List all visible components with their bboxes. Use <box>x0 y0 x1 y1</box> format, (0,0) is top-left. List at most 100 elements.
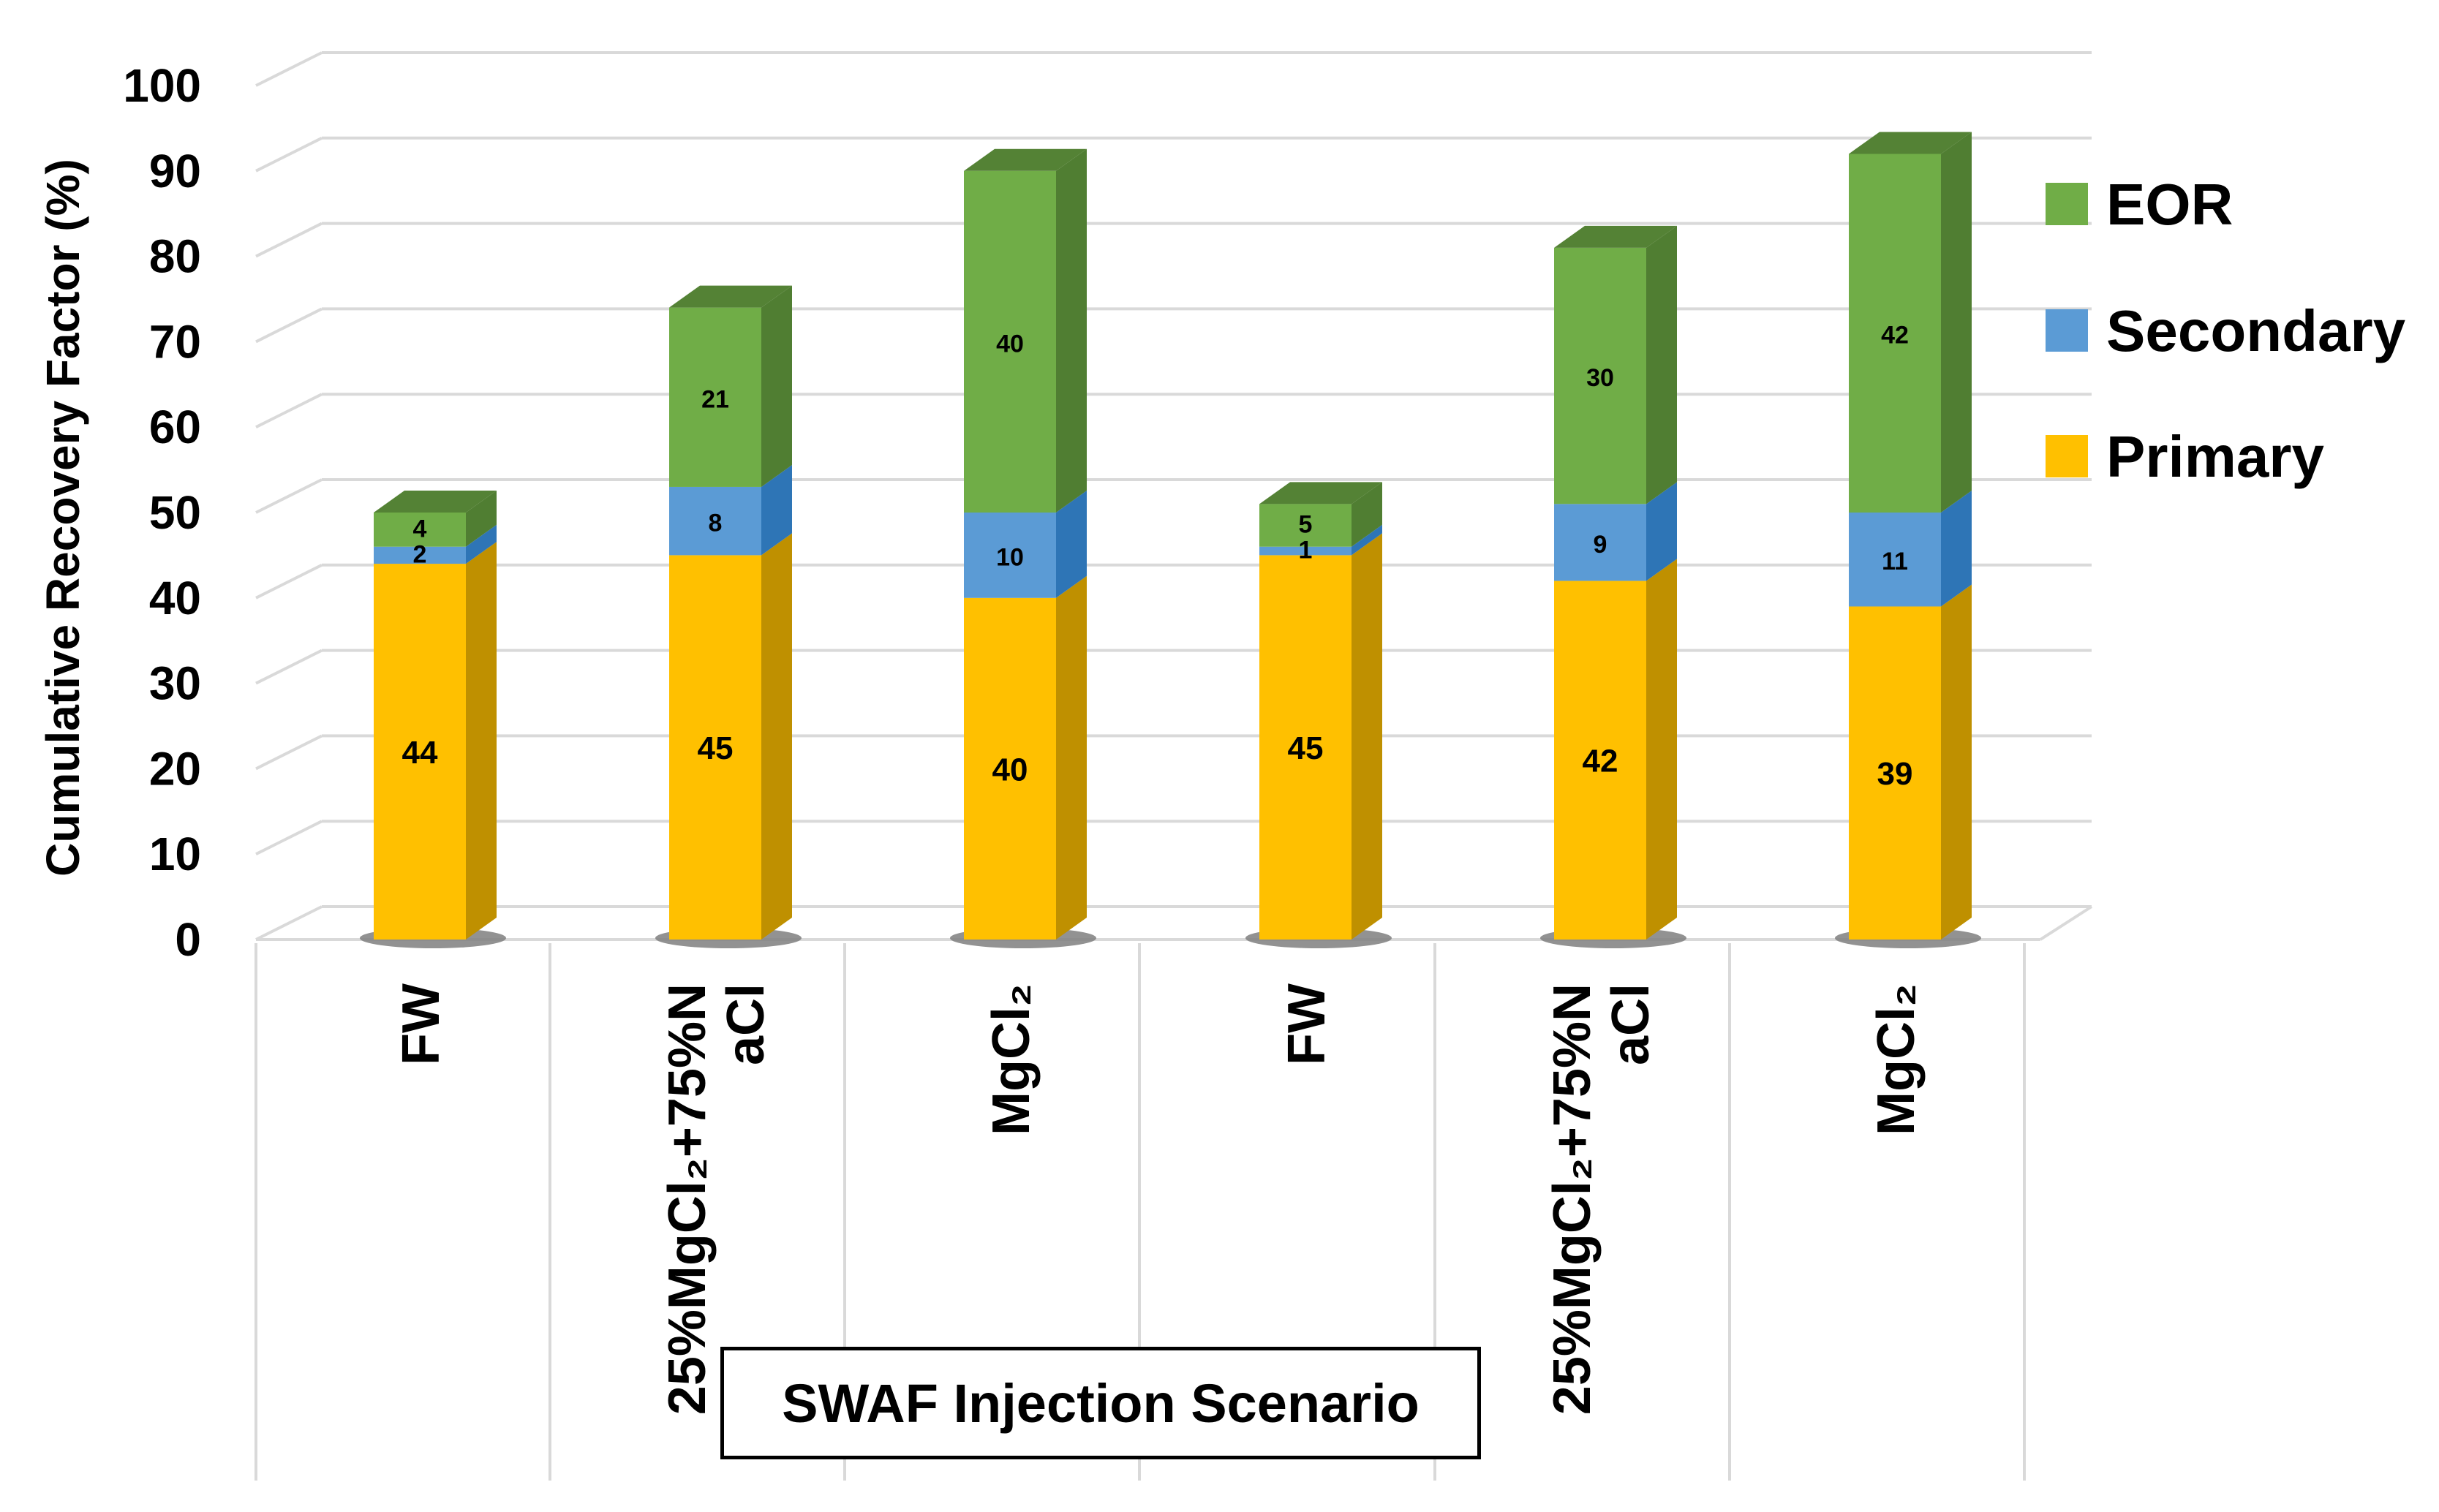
bar-secondary-side <box>1941 491 1972 607</box>
data-label-eor: 4 <box>413 515 427 543</box>
bar-eor-top <box>1554 225 1677 248</box>
bar-eor <box>669 307 761 487</box>
y-tick-label: 80 <box>149 230 201 283</box>
bar-eor-side <box>1056 148 1087 513</box>
x-category-label-line: FW <box>392 983 451 1065</box>
bar-eor-top <box>964 148 1087 171</box>
bar-eor-side <box>1352 482 1382 547</box>
bar-primary-side <box>1352 533 1382 940</box>
data-label-secondary: 2 <box>413 540 427 568</box>
bar-primary-side <box>761 533 792 940</box>
x-category-label: 25%MgCl₂+75%N aCl <box>1543 983 1660 1415</box>
legend-label-primary: Primary <box>2106 424 2324 489</box>
bar-primary-side <box>466 542 497 940</box>
bar-eor-side <box>1941 132 1972 513</box>
x-category-label: MgCl₂ <box>982 983 1041 1135</box>
legend-swatch-primary <box>2046 435 2088 477</box>
bar-secondary <box>1259 546 1352 556</box>
bar-primary <box>1849 606 1941 940</box>
bar-eor-side <box>1646 225 1677 504</box>
bar-secondary <box>964 513 1056 598</box>
bar-eor <box>374 513 466 547</box>
gridline-depth <box>255 649 323 685</box>
bar-eor <box>1849 154 1941 513</box>
data-label-eor: 40 <box>996 330 1024 358</box>
gridline-depth <box>255 137 323 173</box>
data-label-eor: 21 <box>701 385 729 413</box>
legend-label-secondary: Secondary <box>2106 298 2406 363</box>
gridline-depth <box>255 307 323 344</box>
y-tick-label: 100 <box>123 59 201 112</box>
x-category-label-line: 25%MgCl₂+75%N <box>658 983 717 1415</box>
data-label-eor: 42 <box>1881 322 1909 349</box>
data-label-secondary: 1 <box>1299 537 1313 564</box>
bar-eor-top <box>1849 132 1972 154</box>
data-label-primary: 39 <box>1877 756 1913 792</box>
x-category-label: MgCl₂ <box>1867 983 1926 1135</box>
gridline-depth <box>255 564 323 600</box>
bar-eor-top <box>374 491 497 513</box>
gridline-depth <box>255 222 323 258</box>
gridlines <box>255 51 2093 941</box>
x-category-label-line: aCl <box>717 983 775 1065</box>
bar-primary-side <box>1941 584 1972 940</box>
y-tick-label: 20 <box>149 742 201 795</box>
data-label-secondary: 11 <box>1882 548 1908 575</box>
y-tick-label: 0 <box>175 913 201 966</box>
legend: EOR Secondary Primary <box>2046 172 2406 489</box>
data-label-primary: 45 <box>698 730 734 766</box>
bar-eor-side <box>761 285 792 487</box>
legend-swatch-secondary <box>2046 309 2088 352</box>
bar-primary <box>1554 581 1646 940</box>
bar-secondary-side <box>1352 524 1382 556</box>
legend-swatch-eor <box>2046 183 2088 225</box>
gridline-depth <box>255 820 323 855</box>
x-category-label-line: MgCl₂ <box>1867 983 1926 1135</box>
y-axis-ticks: 0 10 20 30 40 50 60 70 80 90 100 <box>123 59 201 966</box>
y-tick-label: 50 <box>149 486 201 539</box>
bar-secondary <box>1554 504 1646 581</box>
y-tick-label: 30 <box>149 657 201 710</box>
x-category-label: 25%MgCl₂+75%N aCl <box>658 983 775 1415</box>
bar-eor <box>964 170 1056 513</box>
data-label-eor: 30 <box>1586 364 1614 392</box>
x-category-label-line: aCl <box>1602 983 1660 1065</box>
data-label-primary: 44 <box>402 735 438 771</box>
x-axis-title: SWAF Injection Scenario <box>720 1347 1481 1459</box>
x-category-label-line: 25%MgCl₂+75%N <box>1543 983 1602 1415</box>
bar-eor-top <box>669 285 792 308</box>
bar-eor <box>1259 504 1352 547</box>
legend-label-eor: EOR <box>2106 172 2233 237</box>
x-axis-categories: FW 25%MgCl₂+75%N aCl MgCl₂ FW 25%MgCl₂+75%N aC… <box>392 983 1926 1415</box>
data-label-secondary: 9 <box>1594 531 1607 559</box>
x-category-label: FW <box>392 983 451 1065</box>
bar-secondary-side <box>1056 491 1087 598</box>
x-category-label-line: MgCl₂ <box>982 983 1041 1135</box>
gridline-depth <box>255 393 323 428</box>
y-tick-label: 40 <box>149 572 201 624</box>
bar-primary-side <box>1056 575 1087 940</box>
bar-primary <box>964 597 1056 940</box>
bar-eor <box>1554 247 1646 504</box>
bars <box>374 132 1972 940</box>
bar-secondary <box>669 486 761 556</box>
gridline-depth <box>255 51 323 87</box>
bar-eor-top <box>1259 482 1382 504</box>
y-axis-title: Cumulative Recovery Factor (%) <box>37 159 89 877</box>
gridline-depth <box>255 478 323 514</box>
data-label-eor: 5 <box>1299 511 1313 539</box>
data-labels: 44 24 45 8 21 40 10 40 45 15 42 9 30 39 11 42 <box>402 322 1913 793</box>
data-label-primary: 45 <box>1288 730 1324 766</box>
bar-secondary-side <box>466 524 497 564</box>
data-label-secondary: 10 <box>996 543 1024 571</box>
bar-secondary <box>1849 513 1941 607</box>
bar-eor-side <box>466 491 497 547</box>
x-category-label-line: FW <box>1278 983 1336 1065</box>
x-category-label: FW <box>1278 983 1336 1065</box>
bar-secondary-side <box>761 464 792 556</box>
bar-secondary <box>374 546 466 564</box>
bar-primary <box>1259 555 1352 940</box>
bar-primary <box>669 555 761 940</box>
bar-primary-side <box>1646 559 1677 940</box>
